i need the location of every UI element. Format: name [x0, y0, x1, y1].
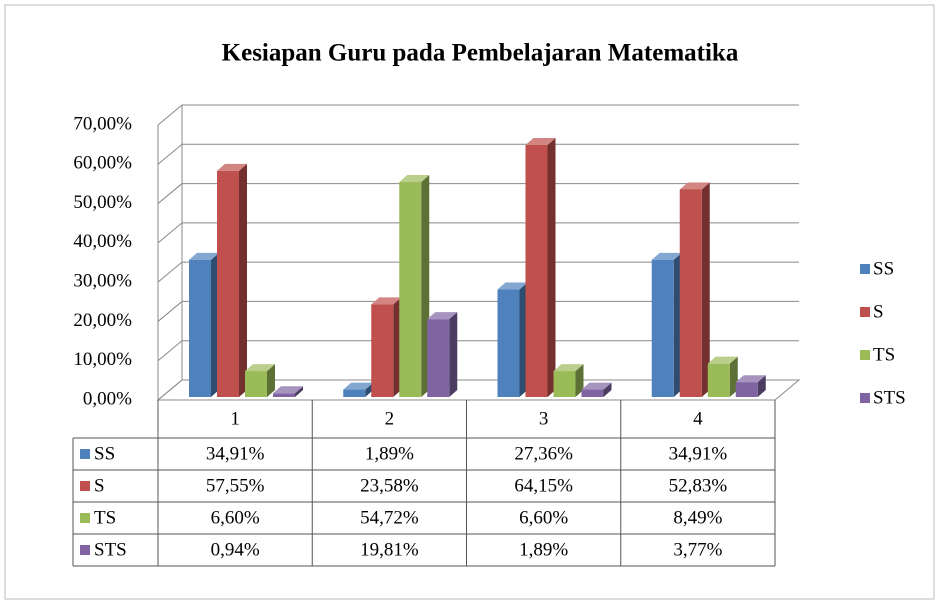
bar-side — [239, 163, 247, 397]
table-series-name: TS — [94, 507, 116, 528]
table-series-name: SS — [94, 443, 115, 464]
grid-line-side — [157, 379, 183, 401]
table-value: 27,36% — [514, 443, 573, 464]
y-tick-label: 70,00% — [73, 113, 132, 134]
bar — [189, 259, 211, 397]
bar-top — [273, 386, 303, 394]
legend-label: TS — [873, 344, 895, 365]
bar — [427, 319, 450, 397]
table-legend-key — [80, 545, 90, 555]
grid-line-side — [157, 301, 183, 322]
legend-key — [860, 350, 870, 360]
x-tick-label: 1 — [230, 408, 240, 429]
bar-top — [371, 297, 402, 305]
grid-line-side — [157, 261, 183, 283]
bar-side — [757, 375, 766, 397]
table-series-name: S — [94, 475, 105, 496]
table-value: 34,91% — [669, 443, 728, 464]
bar — [525, 144, 548, 397]
bar — [553, 371, 576, 397]
y-tick-label: 10,00% — [73, 349, 132, 370]
table-value: 8,49% — [673, 507, 722, 528]
table-value: 54,72% — [360, 507, 419, 528]
legend-label: SS — [873, 258, 894, 279]
table-value: 1,89% — [365, 443, 414, 464]
bar — [399, 182, 422, 397]
bar-top — [217, 163, 247, 171]
bar-top — [497, 282, 528, 290]
bar-side — [449, 312, 458, 397]
bar-side — [603, 382, 612, 397]
table-value: 57,55% — [206, 475, 265, 496]
x-tick-label: 3 — [539, 408, 549, 429]
legend-key — [860, 307, 870, 317]
bar-side — [295, 386, 303, 397]
table-value: 6,60% — [211, 507, 260, 528]
table-value: 34,91% — [206, 443, 265, 464]
bar-top — [651, 252, 682, 260]
table-value: 0,94% — [211, 539, 260, 560]
y-tick-label: 60,00% — [73, 153, 132, 174]
legend-label: S — [873, 301, 884, 322]
x-tick-label: 2 — [385, 408, 395, 429]
grid-line-side — [157, 143, 183, 165]
bar-side — [575, 364, 584, 397]
bar-top — [427, 312, 458, 320]
bar — [651, 259, 674, 397]
grid-line-side — [157, 340, 183, 362]
table-value: 19,81% — [360, 539, 419, 560]
table-legend-key — [80, 449, 90, 459]
table-legend-key — [80, 481, 90, 491]
bar-side — [547, 137, 556, 397]
table-value: 64,15% — [514, 475, 573, 496]
y-tick-label: 30,00% — [73, 271, 132, 292]
bar-top — [553, 364, 584, 372]
chart-frame — [4, 4, 935, 600]
bar-top — [189, 252, 219, 260]
bar-top — [525, 137, 556, 145]
grid-line-side — [157, 183, 183, 204]
x-tick-label: 4 — [693, 408, 703, 429]
y-tick-label: 50,00% — [73, 192, 132, 213]
bar — [371, 304, 394, 397]
bar — [679, 189, 702, 397]
bar — [581, 389, 604, 397]
bar-side — [267, 364, 275, 397]
table-value: 23,58% — [360, 475, 419, 496]
legend-key — [860, 393, 870, 403]
table-value: 52,83% — [669, 475, 728, 496]
bar — [273, 393, 295, 397]
bar-top — [245, 364, 275, 372]
table-value: 3,77% — [673, 539, 722, 560]
grid-line-side — [157, 222, 183, 244]
bar-top — [581, 382, 612, 390]
legend-label: STS — [873, 387, 906, 408]
table-value: 6,60% — [519, 507, 568, 528]
y-tick-label: 40,00% — [73, 231, 132, 252]
bar-top — [735, 375, 766, 383]
bar — [735, 382, 758, 397]
grid-line-side — [157, 104, 183, 126]
y-tick-label: 0,00% — [83, 388, 132, 409]
bar-top — [343, 382, 374, 390]
bar-side — [701, 182, 710, 397]
table-legend-key — [80, 513, 90, 523]
bar — [217, 170, 239, 397]
bar — [497, 289, 520, 397]
bar-top — [399, 175, 430, 183]
table-value: 1,89% — [519, 539, 568, 560]
bar — [343, 389, 366, 397]
bar-top — [707, 356, 738, 364]
chart-title: Kesiapan Guru pada Pembelajaran Matemati… — [222, 40, 739, 67]
table-series-name: STS — [94, 539, 127, 560]
y-tick-label: 20,00% — [73, 310, 132, 331]
legend-key — [860, 264, 870, 274]
bar — [245, 371, 267, 397]
bar — [707, 363, 730, 397]
bar-top — [679, 182, 710, 190]
